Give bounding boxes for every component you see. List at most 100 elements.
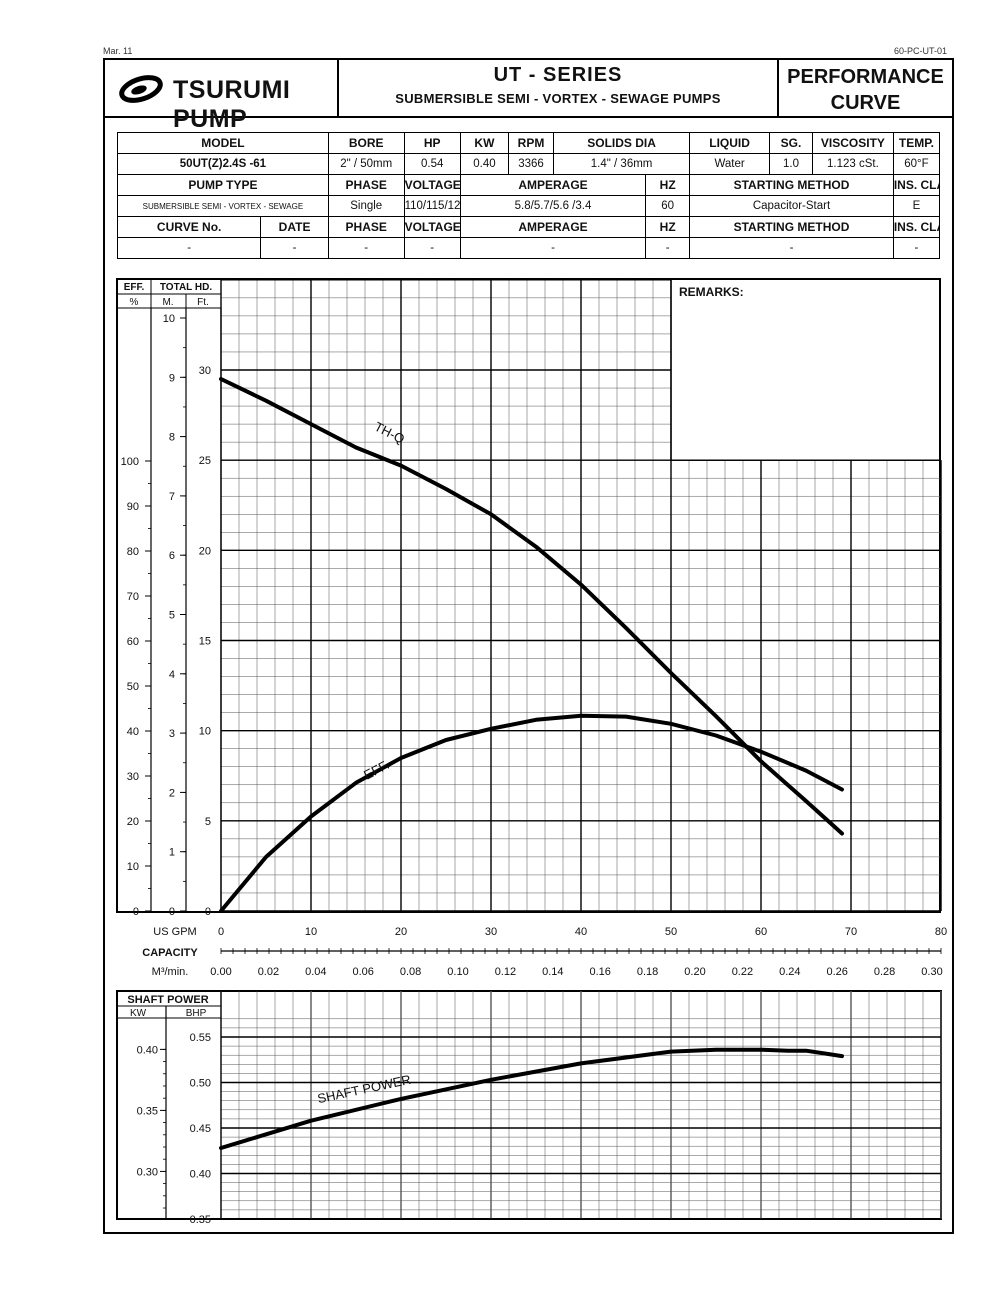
eff-tick-label: 100 (121, 456, 139, 468)
m-tick-label: 9 (169, 372, 175, 384)
spec-row-2-headers: PUMP TYPE PHASE VOLTAGE AMPERAGE HZ STAR… (117, 174, 941, 196)
series-line-thq (219, 377, 844, 836)
major-grid (220, 279, 942, 912)
bhp-tick-label: 0.50 (190, 1078, 211, 1090)
series-line-shaftpower (219, 1047, 844, 1150)
hdr-ins-class: INS. CLASS (892, 174, 941, 196)
hdr-sg: SG. (769, 132, 813, 154)
m3-tick-label: 0.24 (779, 966, 800, 978)
val-curve-no: - (116, 237, 262, 259)
eff-tick-label: 70 (127, 591, 139, 603)
m-tick-label: 0 (169, 906, 175, 918)
x-tick-label: 10 (305, 926, 317, 938)
val-hp: 0.54 (403, 153, 461, 175)
val-amperage-2: - (459, 237, 647, 259)
m3-tick-label: 0.02 (258, 966, 279, 978)
perf-line1: PERFORMANCE (787, 66, 944, 88)
hdr-starting-method-2: STARTING METHOD (689, 216, 894, 238)
ft-tick-label: 10 (199, 726, 211, 738)
performance-chart: REMARKS:EFF.%TOTAL HD.M. Ft.0102030405060… (116, 278, 947, 978)
x-tick-label: 30 (485, 926, 497, 938)
eff-tick-label: 90 (127, 501, 139, 513)
val-ins-class-2: - (892, 237, 941, 259)
eff-tick-label: 0 (133, 906, 139, 918)
hdr-temp: TEMP. (892, 132, 941, 154)
m-tick-label: 3 (169, 728, 175, 740)
shaft-power-title: SHAFT POWER (127, 994, 208, 1006)
m3-tick-label: 0.30 (921, 966, 942, 978)
date-code: Mar. 11 (103, 46, 133, 56)
ft-tick-label: 25 (199, 455, 211, 467)
hdr-hp: HP (403, 132, 461, 154)
kw-tick-label: 0.35 (137, 1105, 158, 1117)
x-tick-label: 20 (395, 926, 407, 938)
m3-tick-label: 0.18 (637, 966, 658, 978)
x-tick-label: 40 (575, 926, 587, 938)
perf-line2: CURVE (830, 92, 901, 114)
m-tick-label: 8 (169, 432, 175, 444)
m-tick-label: 5 (169, 610, 175, 622)
x-axis-gpm-label: US GPM (153, 926, 196, 938)
head-axis-title: TOTAL HD. (160, 282, 212, 293)
remarks-label: REMARKS: (679, 285, 744, 299)
val-temp: 60°F (892, 153, 941, 175)
val-hz: 60 (645, 195, 691, 217)
val-solids: 1.4" / 36mm (553, 153, 691, 175)
x-tick-label: 80 (935, 926, 947, 938)
hdr-curve-no: CURVE No. (116, 216, 262, 238)
plot-frame (116, 278, 941, 913)
hdr-model: MODEL (117, 132, 329, 154)
x-tick-label: 50 (665, 926, 677, 938)
x-tick-label: 0 (218, 926, 224, 938)
ft-tick-label: 20 (199, 545, 211, 557)
eff-curve-label: EFF. (361, 757, 392, 783)
ft-tick-label: 15 (199, 636, 211, 648)
m3-tick-label: 0.28 (874, 966, 895, 978)
ft-tick-label: 30 (199, 365, 211, 377)
val-hz-2: - (645, 237, 691, 259)
m-tick-label: 6 (169, 550, 175, 562)
bhp-tick-label: 0.35 (190, 1214, 211, 1226)
eff-axis-unit: % (130, 297, 139, 308)
brand-name: TSURUMI PUMP (173, 76, 291, 133)
m3-tick-label: 0.00 (210, 966, 231, 978)
m3-tick-label: 0.22 (732, 966, 753, 978)
sheet-border (103, 58, 954, 1234)
val-liquid: Water (689, 153, 770, 175)
m-tick-label: 2 (169, 787, 175, 799)
m-tick-label: 7 (169, 491, 175, 503)
eff-tick-label: 30 (127, 771, 139, 783)
spec-table: MODEL BORE HP KW RPM SOLIDS DIA LIQUID S… (116, 132, 941, 259)
ft-tick-label: 5 (205, 816, 211, 828)
m3-tick-label: 0.26 (826, 966, 847, 978)
kw-tick-label: 0.30 (137, 1166, 158, 1178)
kw-unit-label: KW (130, 1008, 147, 1019)
m3-tick-label: 0.08 (400, 966, 421, 978)
m-tick-label: 10 (163, 313, 175, 325)
x-tick-label: 60 (755, 926, 767, 938)
capacity-label: CAPACITY (142, 947, 198, 959)
x-tick-label: 70 (845, 926, 857, 938)
val-amperage: 5.8/5.7/5.6 /3.4 (459, 195, 647, 217)
shaft-power-chart: SHAFT POWER KW BHP 0.35 0.40 0.45 0.50 0.55 0.30… (116, 990, 942, 1226)
tsurumi-logo-icon (119, 75, 163, 103)
power-minor-grid (220, 991, 942, 1220)
spec-row-1-headers: MODEL BORE HP KW RPM SOLIDS DIA LIQUID S… (117, 132, 941, 154)
m3-tick-label: 0.20 (684, 966, 705, 978)
spec-row-3-values: - - - - - - - - (116, 237, 941, 259)
val-sg: 1.0 (769, 153, 813, 175)
bhp-tick-label: 0.40 (190, 1169, 211, 1181)
series-subtitle: SUBMERSIBLE SEMI - VORTEX - SEWAGE PUMPS (395, 91, 721, 106)
ft-tick-label: 0 (205, 906, 211, 918)
eff-tick-label: 80 (127, 546, 139, 558)
spec-row-3-headers: CURVE No. DATE PHASE VOLTAGE AMPERAGE HZ… (116, 216, 941, 238)
doc-code: 60-PC-UT-01 (894, 46, 948, 56)
bhp-tick-label: 0.45 (190, 1123, 211, 1135)
hdr-starting-method: STARTING METHOD (689, 174, 894, 196)
spec-row-1-values: 50UT(Z)2.4S -61 2" / 50mm 0.54 0.40 3366… (117, 153, 941, 175)
m-tick-label: 4 (169, 669, 175, 681)
m3-tick-label: 0.14 (542, 966, 563, 978)
minor-grid (221, 279, 941, 911)
eff-tick-label: 20 (127, 816, 139, 828)
